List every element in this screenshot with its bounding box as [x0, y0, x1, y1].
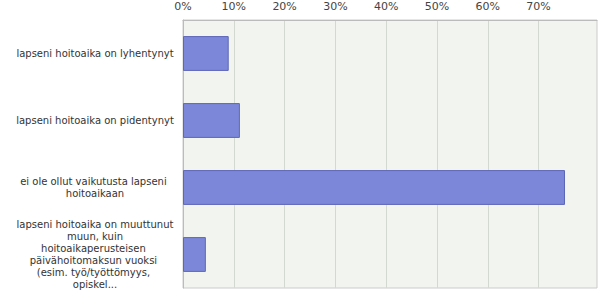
- svg-text:lapseni hoitoaika on lyhentyny: lapseni hoitoaika on lyhentynyt: [16, 48, 173, 59]
- svg-text:0%: 0%: [174, 0, 191, 13]
- svg-text:lapseni hoitoaika on muuttunut: lapseni hoitoaika on muuttunut: [17, 219, 174, 230]
- svg-text:hoitoaikaperusteisen: hoitoaikaperusteisen: [41, 243, 149, 254]
- svg-text:70%: 70%: [526, 0, 550, 13]
- svg-text:lapseni hoitoaika on pidentyny: lapseni hoitoaika on pidentynyt: [16, 115, 174, 126]
- svg-text:50%: 50%: [425, 0, 449, 13]
- svg-text:20%: 20%: [272, 0, 296, 13]
- svg-text:10%: 10%: [222, 0, 246, 13]
- svg-text:60%: 60%: [476, 0, 500, 13]
- svg-text:opiskel...: opiskel...: [73, 279, 117, 290]
- svg-text:(esim. työ/työttömyys,: (esim. työ/työttömyys,: [37, 267, 154, 278]
- svg-text:muun, kuin: muun, kuin: [64, 231, 126, 242]
- svg-text:40%: 40%: [374, 0, 398, 13]
- svg-text:päivähoitomaksun vuoksi: päivähoitomaksun vuoksi: [30, 255, 161, 266]
- svg-text:ei ole ollut vaikutusta lapsen: ei ole ollut vaikutusta lapseni: [20, 176, 170, 187]
- svg-text:30%: 30%: [323, 0, 347, 13]
- svg-text:hoitoaikaan: hoitoaikaan: [66, 188, 124, 199]
